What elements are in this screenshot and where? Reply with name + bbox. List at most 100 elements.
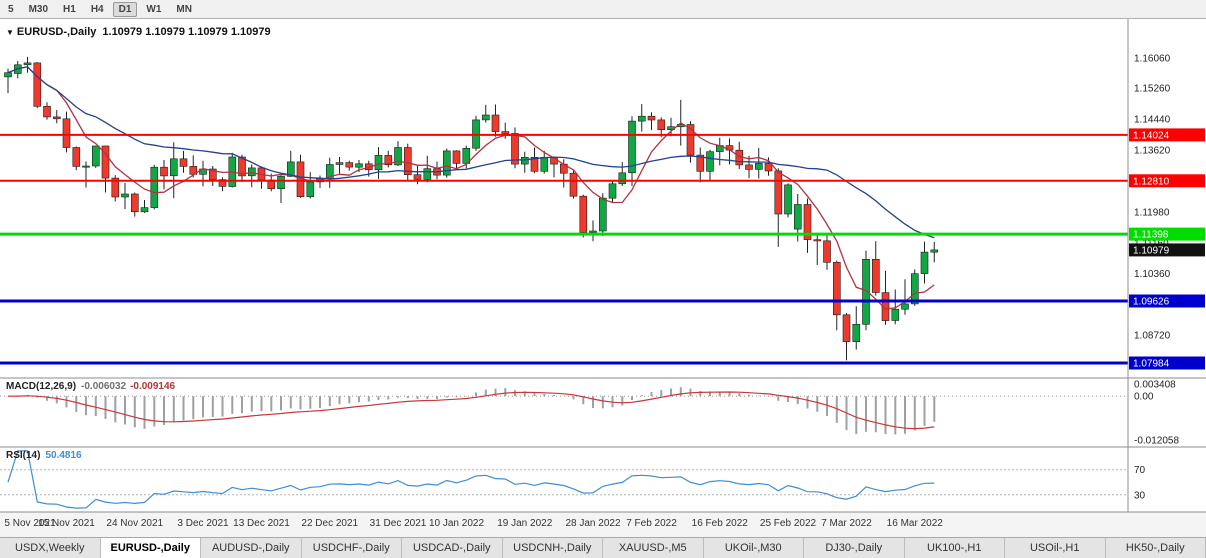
candle-up xyxy=(598,197,607,232)
rsi-header: RSI(14) 50.4816 xyxy=(6,450,82,461)
symbol-dropdown-icon[interactable]: ▼ xyxy=(6,28,14,37)
chart-tab-usdcnh-daily[interactable]: USDCNH-,Daily xyxy=(502,538,603,558)
candle-down xyxy=(579,195,588,233)
time-axis-label: 7 Mar 2022 xyxy=(821,518,872,529)
candle-down xyxy=(657,119,666,131)
candle-down xyxy=(530,157,539,172)
macd-signal-line xyxy=(7,391,935,430)
candle-up xyxy=(82,165,90,168)
candle-down xyxy=(491,114,500,132)
candle-up xyxy=(930,249,939,253)
candle-up xyxy=(901,303,909,310)
price-badge-label: 1.07984 xyxy=(1133,359,1170,370)
candle-down xyxy=(774,170,783,215)
candle-down xyxy=(384,155,393,166)
moving-average-6 xyxy=(7,66,935,310)
candle-up xyxy=(628,120,636,174)
candle-up xyxy=(608,183,617,199)
time-axis-label: 3 Dec 2021 xyxy=(177,518,229,529)
time-axis-label: 25 Feb 2022 xyxy=(760,518,817,529)
candle-up xyxy=(423,168,432,180)
candle-down xyxy=(745,164,753,170)
price-tick-label: 1.15260 xyxy=(1134,84,1171,95)
timeframe-button-mn[interactable]: MN xyxy=(176,3,192,15)
timeframe-button-5[interactable]: 5 xyxy=(8,3,14,15)
candle-down xyxy=(101,145,110,179)
chart-tabs-bar: USDX,Weekly EURUSD-,Daily AUDUSD-,Daily USD… xyxy=(0,537,1206,558)
chart-tab-usdchf-daily[interactable]: USDCHF-,Daily xyxy=(301,538,402,558)
macd-signal-value: -0.009146 xyxy=(130,381,176,392)
chart-tab-uk100-h1[interactable]: UK100-,H1 xyxy=(904,538,1005,558)
candle-up xyxy=(355,163,363,168)
timeframe-button-m30[interactable]: M30 xyxy=(28,3,49,15)
chart-background xyxy=(0,19,1206,537)
candle-up xyxy=(150,166,159,208)
chart-tab-audusd-daily[interactable]: AUDUSD-,Daily xyxy=(201,538,302,558)
time-axis-label: 13 Dec 2021 xyxy=(233,518,290,529)
price-badge xyxy=(1129,174,1205,188)
chart-tab-xauusd-m5[interactable]: XAUUSD-,M5 xyxy=(603,538,704,558)
candle-down xyxy=(871,259,880,293)
candle-up xyxy=(862,259,870,325)
time-axis-label: 10 Jan 2022 xyxy=(429,518,484,529)
candle-up xyxy=(706,151,714,172)
candle-down xyxy=(842,314,851,342)
candle-up xyxy=(793,204,802,230)
chart-symbol-label: EURUSD-,Daily xyxy=(16,26,97,38)
chart-title: ▼ EURUSD-,Daily 1.10979 1.10979 1.10979 1.… xyxy=(6,26,271,38)
candle-up xyxy=(520,157,529,165)
candle-up xyxy=(121,193,129,198)
chart-canvas[interactable]: 1.160601.152601.144401.136201.119801.111… xyxy=(0,19,1206,537)
macd-main-value: -0.006032 xyxy=(81,381,127,392)
candle-down xyxy=(62,118,71,148)
candle-up xyxy=(920,251,929,274)
chart-tab-eurusd-daily[interactable]: EURUSD-,Daily xyxy=(100,538,201,558)
candle-down xyxy=(501,131,510,134)
candle-down xyxy=(764,163,773,172)
chart-tab-dj30-daily[interactable]: DJ30-,Daily xyxy=(804,538,905,558)
chart-area[interactable]: 1.160601.152601.144401.136201.119801.111… xyxy=(0,19,1206,537)
chart-tab-hk50-daily[interactable]: HK50-,Daily xyxy=(1105,538,1206,558)
timeframe-button-d1[interactable]: D1 xyxy=(112,1,138,17)
macd-axis-label: 0.003408 xyxy=(1134,379,1176,390)
price-badge-label: 1.14024 xyxy=(1133,130,1170,141)
candle-up xyxy=(277,175,285,189)
candle-down xyxy=(209,168,217,180)
candle-down xyxy=(160,166,168,177)
chart-tab-usdx-weekly[interactable]: USDX,Weekly xyxy=(0,538,101,558)
price-tick-label: 1.16060 xyxy=(1134,53,1171,64)
candle-down xyxy=(52,116,61,120)
candle-down xyxy=(413,174,422,180)
price-badge xyxy=(1129,356,1205,370)
timeframe-button-h4[interactable]: H4 xyxy=(90,3,104,15)
macd-axis-label: -0.012058 xyxy=(1134,435,1179,446)
time-axis-label: 16 Feb 2022 xyxy=(692,518,749,529)
candle-up xyxy=(910,273,919,305)
candle-down xyxy=(33,62,42,107)
candle-down xyxy=(72,147,81,167)
candle-down xyxy=(823,240,831,263)
candle-down xyxy=(452,150,461,164)
price-tick-label: 1.13620 xyxy=(1134,146,1171,157)
candle-down xyxy=(511,133,519,165)
rsi-axis-label: 30 xyxy=(1134,490,1146,501)
chart-tab-ukoil-m30[interactable]: UKOil-,M30 xyxy=(703,538,804,558)
timeframe-button-w1[interactable]: W1 xyxy=(146,3,162,15)
candle-up xyxy=(852,323,861,342)
price-badge xyxy=(1129,128,1205,142)
time-axis-label: 24 Nov 2021 xyxy=(106,518,163,529)
candle-down xyxy=(696,154,705,172)
candle-up xyxy=(92,145,100,167)
chart-tab-usdcad-daily[interactable]: USDCAD-,Daily xyxy=(402,538,503,558)
price-tick-label: 1.14440 xyxy=(1134,115,1171,126)
candle-down xyxy=(813,239,822,242)
candle-up xyxy=(589,230,597,233)
time-axis-label: 22 Dec 2021 xyxy=(301,518,358,529)
candle-up xyxy=(891,308,900,321)
timeframe-button-h1[interactable]: H1 xyxy=(63,3,76,15)
candle-down xyxy=(238,156,246,177)
chart-tab-usoil-h1[interactable]: USOil-,H1 xyxy=(1005,538,1106,558)
chart-ohlc-values: 1.10979 1.10979 1.10979 1.10979 xyxy=(102,26,271,38)
price-badge xyxy=(1129,243,1205,257)
